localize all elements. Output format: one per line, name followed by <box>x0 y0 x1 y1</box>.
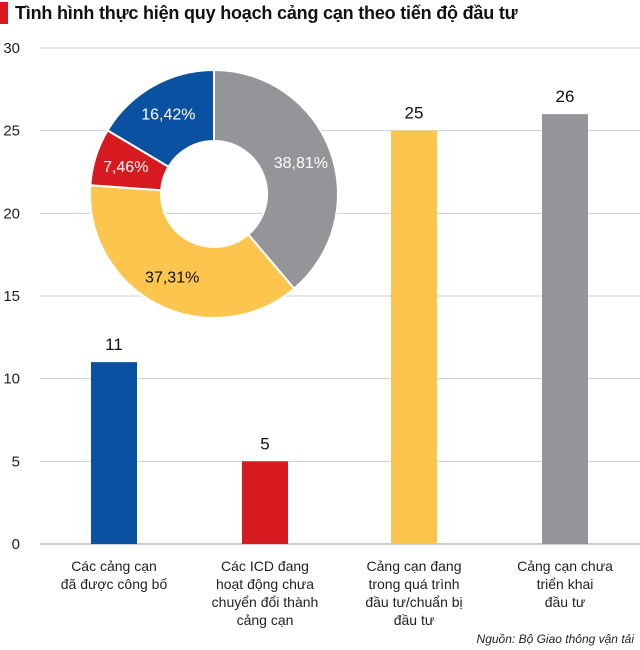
category-label: Cảng cạn đang trong quá trình đầu tư/chuẩn… <box>365 558 462 628</box>
y-tick-label: 10 <box>3 371 20 388</box>
bar-value-label: 26 <box>556 87 575 106</box>
donut-slice <box>213 68 339 291</box>
bar <box>242 461 288 544</box>
category-label-line: đã được công bố <box>61 576 168 592</box>
y-tick-label: 15 <box>3 288 20 305</box>
source-note: Nguồn: Bộ Giao thông vận tải <box>476 632 634 646</box>
chart-title: Tình hình thực hiện quy hoạch cảng cạn t… <box>15 2 518 23</box>
category-label-line: chuyển đổi thành <box>212 594 319 610</box>
y-tick-label: 30 <box>3 40 20 57</box>
bar-value-label: 11 <box>105 335 123 354</box>
y-tick-label: 25 <box>3 123 20 140</box>
bar <box>542 114 588 544</box>
category-label-line: cảng cạn <box>237 612 294 628</box>
bar <box>91 362 137 544</box>
y-tick-label: 20 <box>3 205 20 222</box>
category-label-line: trong quá trình <box>368 576 459 592</box>
donut-slice <box>89 184 296 319</box>
category-label-line: Các cảng cạn <box>71 558 157 574</box>
category-label-line: Các ICD đang <box>221 558 309 574</box>
donut-slice-label: 37,31% <box>145 270 199 287</box>
category-label-line: hoạt động chưa <box>216 576 314 592</box>
bar-value-label: 25 <box>405 104 424 123</box>
category-label-line: đầu tư <box>394 612 435 628</box>
category-label-line: đầu tư <box>545 594 586 610</box>
category-label: Các cảng cạn đã được công bố <box>61 558 168 592</box>
donut-slice-label: 16,42% <box>141 107 195 124</box>
bar <box>391 130 437 544</box>
category-label-line: Cảng cạn đang <box>367 558 462 574</box>
category-label: Cảng cạn chưa triển khai đầu tư <box>517 558 613 610</box>
y-tick-label: 5 <box>12 453 20 470</box>
category-label: Các ICD đang hoạt động chưa chuyển đổi thà… <box>212 558 319 628</box>
bar-value-label: 5 <box>260 434 269 453</box>
chart-title-bar: Tình hình thực hiện quy hoạch cảng cạn t… <box>0 0 640 26</box>
title-accent-marker <box>0 2 8 24</box>
donut-slice <box>106 68 215 169</box>
y-tick-label: 0 <box>12 536 20 553</box>
category-label-line: Cảng cạn chưa <box>517 558 613 574</box>
donut-slice-label: 38,81% <box>274 155 328 172</box>
category-label-line: triển khai <box>537 576 594 592</box>
category-label-line: đầu tư/chuẩn bị <box>365 594 462 610</box>
donut-slice-label: 7,46% <box>103 159 148 176</box>
